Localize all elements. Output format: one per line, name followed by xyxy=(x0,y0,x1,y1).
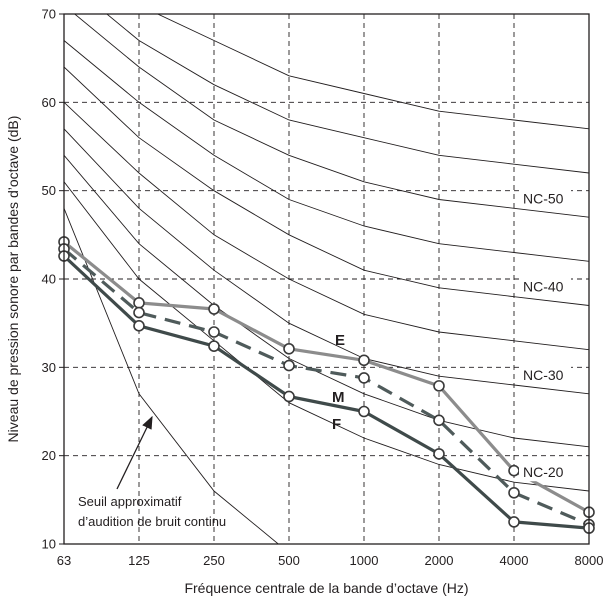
plot-frame xyxy=(63,13,590,545)
threshold-label-line2: d’audition de bruit continu xyxy=(78,514,226,529)
data-point-marker xyxy=(208,303,220,315)
y-tick-label: 60 xyxy=(42,95,56,110)
chart-labels: 10 20 30 40 50 60 70 63 125 250 500 1000 2000 4000 800… xyxy=(42,7,604,569)
y-axis-title: Niveau de pression sonore par bandes d’o… xyxy=(5,116,21,443)
x-tick-label: 500 xyxy=(278,553,300,568)
nc-curve-line xyxy=(64,155,589,448)
threshold-curve xyxy=(64,208,280,544)
x-tick-label: 2000 xyxy=(425,553,454,568)
series-label: E xyxy=(335,332,345,349)
data-point-marker xyxy=(133,306,145,319)
nc-label-background xyxy=(519,463,571,482)
nc-curve-line xyxy=(73,14,589,218)
nc-curve-line xyxy=(64,66,589,306)
data-point-marker xyxy=(433,448,445,460)
threshold-curve-line xyxy=(64,208,280,544)
data-point-marker xyxy=(508,516,520,528)
data-point-marker xyxy=(433,380,445,392)
x-tick-label: 250 xyxy=(203,553,225,568)
x-tick-label: 125 xyxy=(128,553,150,568)
x-tick-label: 4000 xyxy=(500,553,529,568)
nc-curve-label: NC-50 xyxy=(523,190,564,206)
y-tick-label: 10 xyxy=(42,537,56,552)
nc-curve-label: NC-40 xyxy=(523,279,564,295)
data-point-marker xyxy=(358,405,370,418)
y-tick-label: 40 xyxy=(42,272,56,287)
data-point-marker xyxy=(283,359,295,372)
threshold-label-line1: Seuil approximatif xyxy=(78,494,182,509)
x-axis-title: Fréquence centrale de la bande d’octave … xyxy=(184,580,468,596)
y-tick-label: 30 xyxy=(42,360,56,375)
nc-curve-line xyxy=(64,40,589,262)
data-point-marker xyxy=(133,320,145,332)
data-point-marker xyxy=(358,354,370,367)
nc-label-background xyxy=(519,277,571,296)
nc-label-background xyxy=(519,366,571,384)
threshold-arrow xyxy=(116,415,153,490)
nc-curve-line xyxy=(64,101,589,351)
nc-curves xyxy=(64,14,589,492)
data-point-marker xyxy=(433,414,445,427)
data-point-marker xyxy=(358,372,370,384)
data-point-marker xyxy=(133,297,145,309)
threshold-annotation: Seuil approximatif d’audition de bruit c… xyxy=(78,415,226,529)
series-label: F xyxy=(332,416,341,433)
data-series xyxy=(58,236,595,534)
y-tick-label: 50 xyxy=(42,183,56,198)
nc-curve-line xyxy=(64,128,589,395)
nc-curve-label: NC-20 xyxy=(523,464,564,480)
data-point-marker xyxy=(283,342,295,355)
data-point-marker xyxy=(283,390,295,403)
x-tick-label: 8000 xyxy=(575,553,604,568)
nc-curve-line xyxy=(106,14,589,174)
x-tick-label: 63 xyxy=(57,553,71,568)
data-point-marker xyxy=(508,464,520,477)
y-tick-label: 70 xyxy=(42,7,56,22)
nc-curve-label: NC-30 xyxy=(523,367,564,383)
data-point-marker xyxy=(208,340,220,352)
series-line xyxy=(62,254,590,530)
series-line xyxy=(62,247,590,527)
nc-label-background xyxy=(519,189,571,208)
series-label: M xyxy=(332,389,345,406)
x-tick-label: 1000 xyxy=(350,553,379,568)
nc-curve-line xyxy=(156,14,589,130)
series-line xyxy=(62,240,590,514)
nc-curve-line xyxy=(64,181,589,492)
data-point-marker xyxy=(208,326,220,338)
data-point-marker xyxy=(508,486,520,499)
y-tick-label: 20 xyxy=(42,448,56,463)
